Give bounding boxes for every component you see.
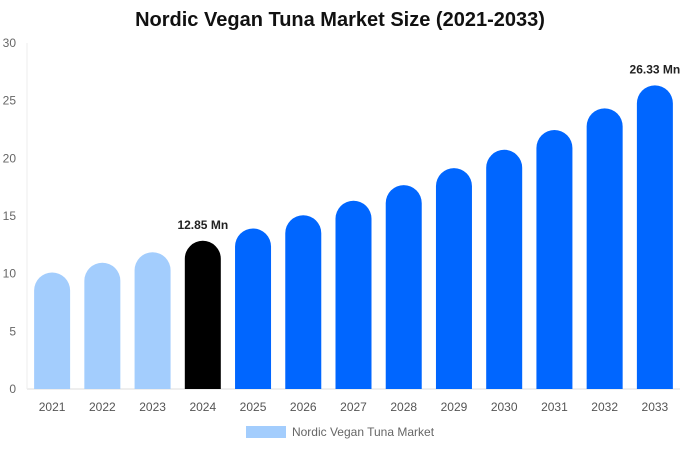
x-tick-label: 2027 bbox=[340, 400, 367, 414]
bar bbox=[34, 272, 71, 389]
legend-label: Nordic Vegan Tuna Market bbox=[291, 425, 435, 439]
bar bbox=[184, 240, 221, 389]
x-tick-label: 2024 bbox=[189, 400, 216, 414]
bar bbox=[486, 149, 523, 389]
x-tick-label: 2026 bbox=[290, 400, 317, 414]
data-label: 12.85 Mn bbox=[177, 218, 228, 232]
x-tick-label: 2032 bbox=[591, 400, 618, 414]
bar bbox=[84, 262, 121, 389]
bar bbox=[385, 185, 422, 389]
x-tick-label: 2029 bbox=[441, 400, 468, 414]
x-tick-label: 2025 bbox=[240, 400, 267, 414]
bar bbox=[435, 168, 472, 389]
x-tick-label: 2021 bbox=[39, 400, 66, 414]
y-tick-label: 10 bbox=[3, 267, 17, 281]
bar bbox=[285, 215, 322, 389]
y-tick-label: 15 bbox=[3, 209, 17, 223]
bar bbox=[636, 85, 673, 389]
chart-title: Nordic Vegan Tuna Market Size (2021-2033… bbox=[135, 9, 545, 31]
x-tick-label: 2028 bbox=[390, 400, 417, 414]
y-tick-label: 0 bbox=[9, 382, 16, 396]
x-tick-label: 2023 bbox=[139, 400, 166, 414]
x-tick-label: 2033 bbox=[642, 400, 669, 414]
bar bbox=[536, 129, 573, 389]
x-tick-label: 2031 bbox=[541, 400, 568, 414]
x-tick-label: 2022 bbox=[89, 400, 116, 414]
legend-swatch bbox=[245, 426, 286, 438]
y-tick-label: 30 bbox=[3, 36, 17, 50]
bar bbox=[335, 200, 372, 389]
y-tick-label: 20 bbox=[3, 151, 17, 165]
y-tick-label: 25 bbox=[3, 94, 17, 108]
bar bbox=[586, 108, 623, 390]
x-tick-label: 2030 bbox=[491, 400, 518, 414]
y-tick-label: 5 bbox=[9, 324, 16, 338]
data-label: 26.33 Mn bbox=[630, 62, 680, 76]
legend: Nordic Vegan Tuna Market bbox=[0, 425, 680, 439]
bar bbox=[134, 252, 171, 389]
bar bbox=[235, 228, 272, 389]
